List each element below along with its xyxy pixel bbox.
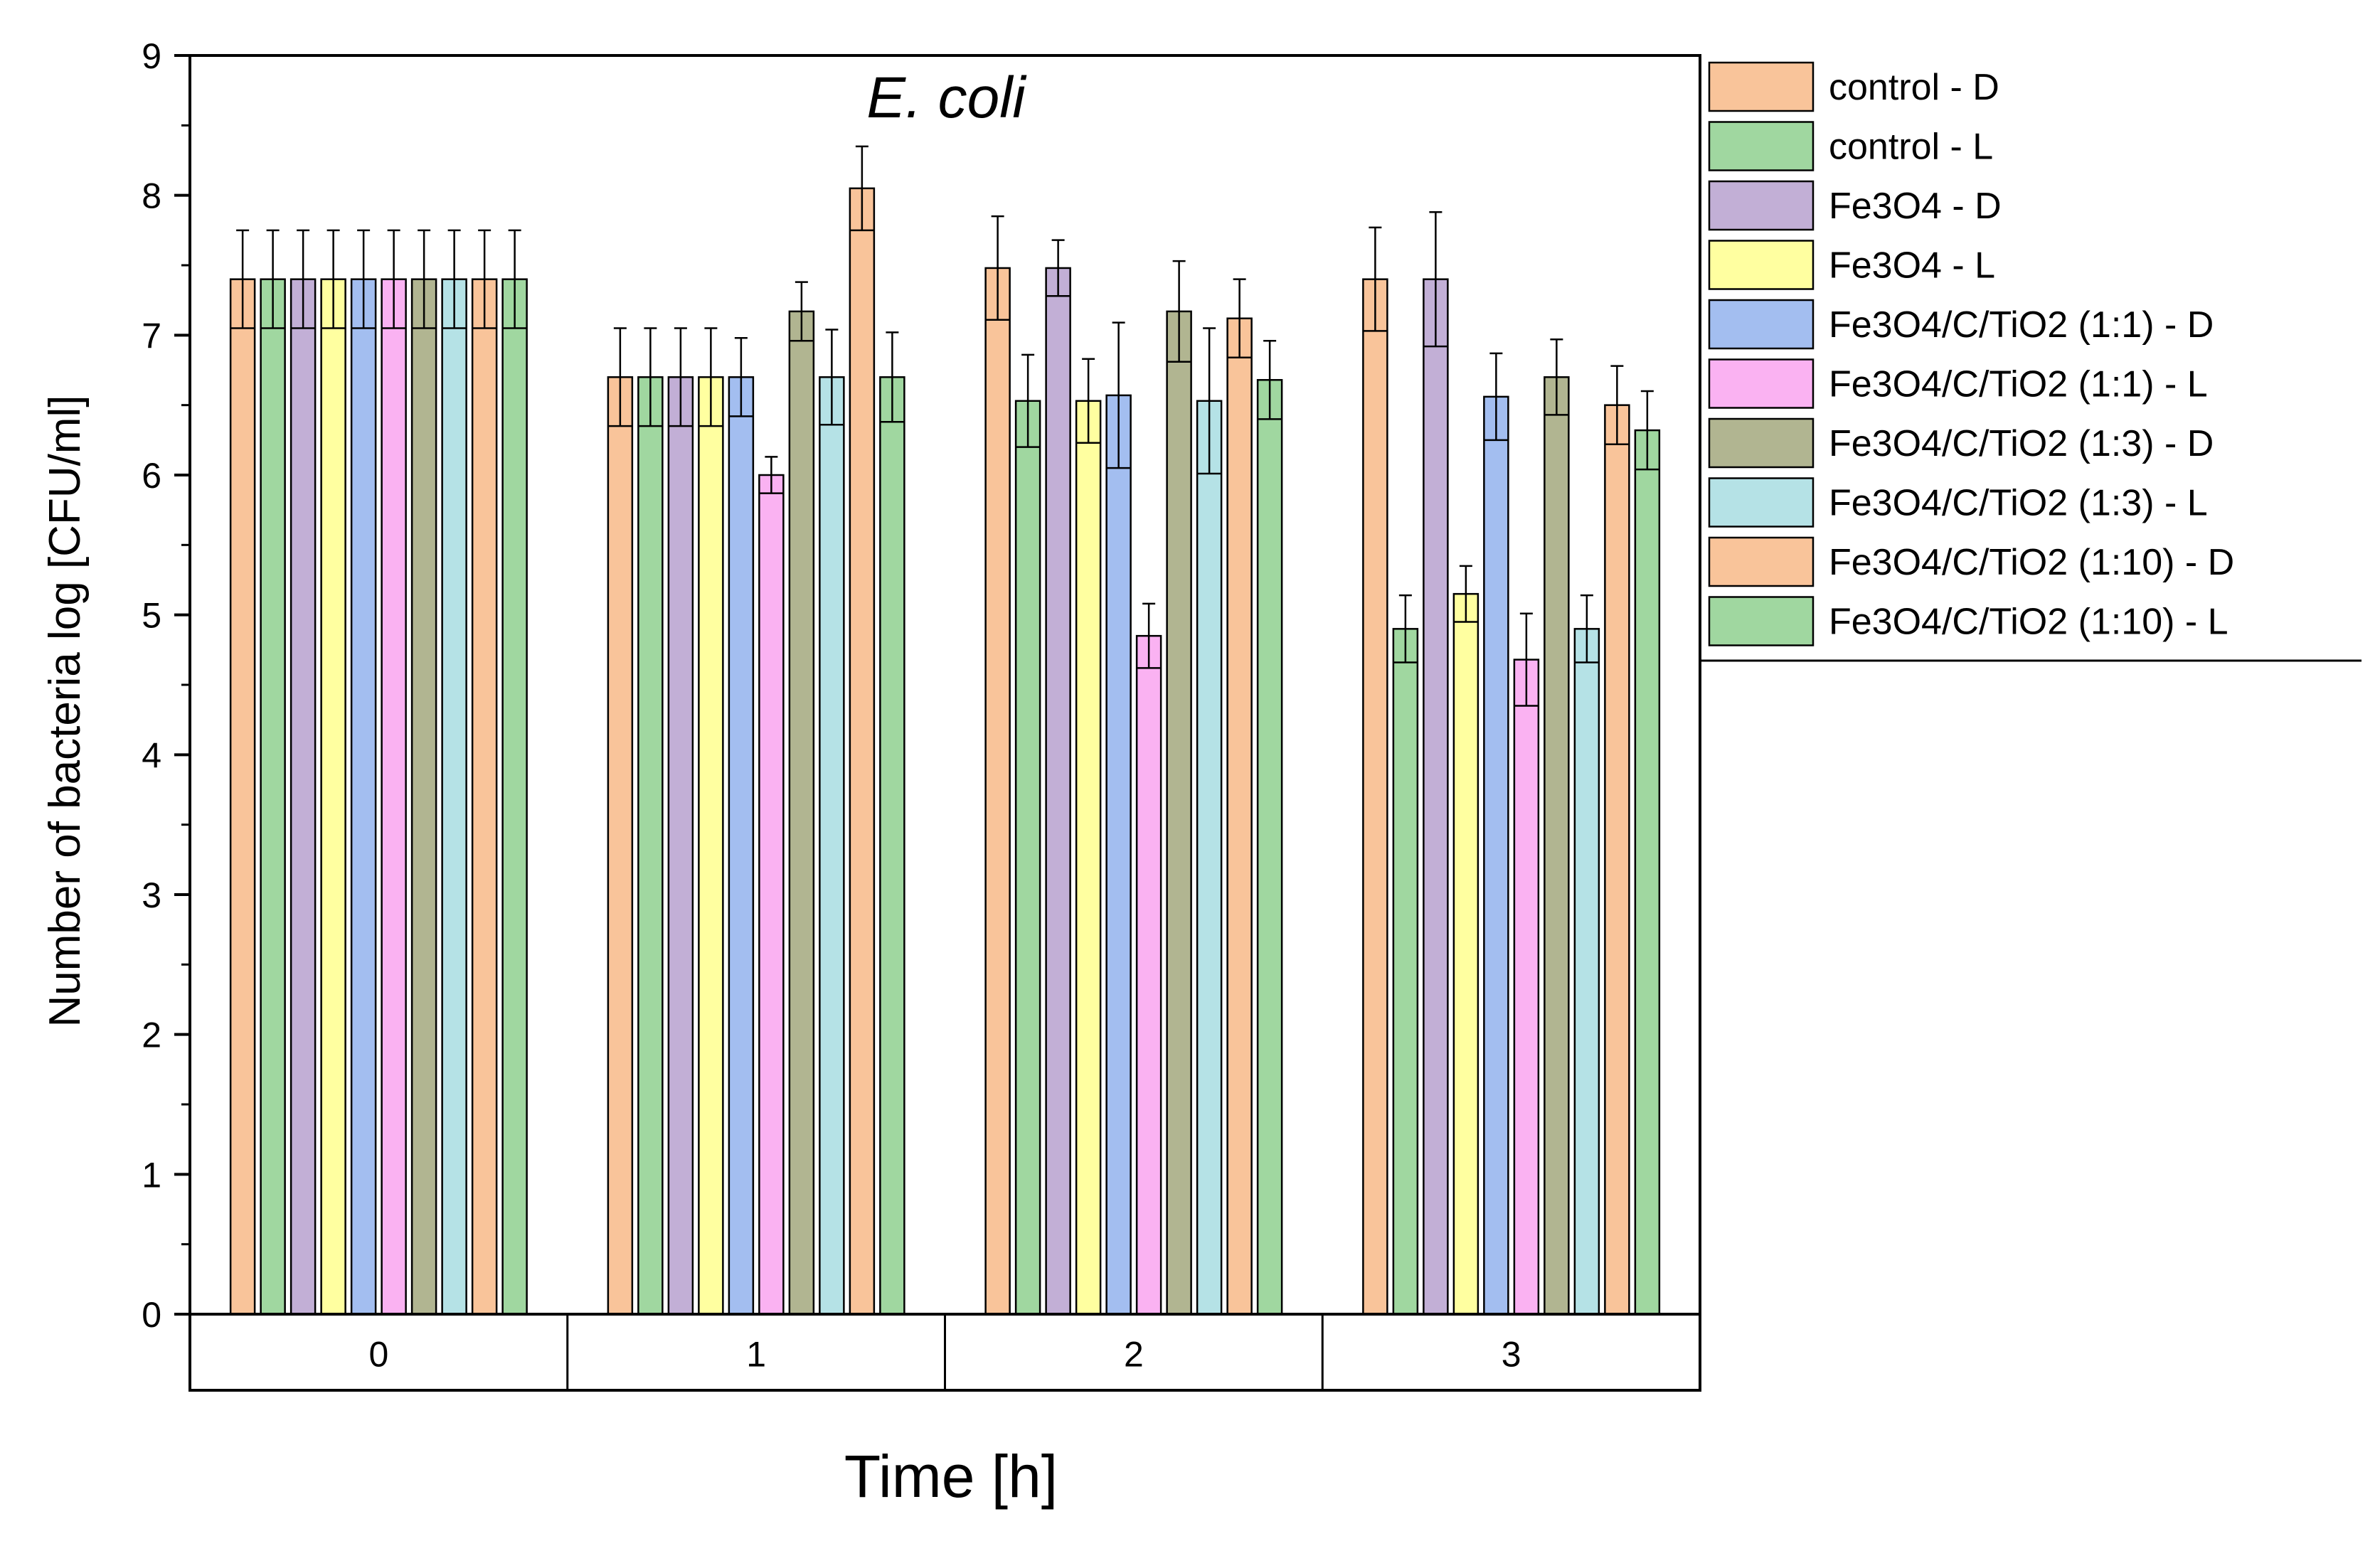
bar [1573, 628, 1600, 1316]
bar [1604, 404, 1630, 1316]
chart-title: E. coli [866, 65, 1027, 130]
bar [289, 278, 317, 1316]
bar [350, 278, 377, 1316]
bar [698, 376, 724, 1316]
legend-label: Fe3O4 - D [1829, 186, 2002, 227]
bar [788, 310, 815, 1316]
legend-label: Fe3O4/C/TiO2 (1:1) - D [1829, 304, 2214, 346]
legend-swatch [1708, 61, 1815, 112]
bar [381, 278, 407, 1316]
x-category-label: 3 [1502, 1335, 1521, 1375]
legend-label: Fe3O4/C/TiO2 (1:3) - D [1829, 423, 2214, 464]
bar [1362, 278, 1388, 1316]
y-tick-label: 5 [142, 596, 161, 636]
legend-swatch [1708, 240, 1815, 290]
y-tick-label: 6 [142, 456, 161, 496]
bar [637, 376, 664, 1316]
bar [1452, 592, 1479, 1316]
y-tick-label: 3 [142, 875, 161, 915]
legend-label: Fe3O4 - L [1829, 245, 1995, 287]
bar [728, 376, 755, 1316]
y-tick-label: 8 [142, 176, 161, 216]
bar [260, 278, 286, 1316]
y-axis-title: Number of bacteria log [CFU/ml] [41, 395, 90, 1028]
legend-swatch [1708, 180, 1815, 231]
bar [1256, 379, 1283, 1316]
bar [229, 278, 256, 1316]
bar [1483, 395, 1509, 1316]
x-category-label: 2 [1124, 1335, 1144, 1375]
bar [471, 278, 498, 1316]
legend-swatch [1708, 417, 1815, 469]
y-tick-label: 7 [142, 316, 161, 356]
y-tick-label: 0 [142, 1295, 161, 1335]
x-axis-title: Time [h] [844, 1443, 1058, 1510]
bar [819, 376, 845, 1316]
bar [1045, 267, 1071, 1316]
x-category-label: 1 [746, 1335, 766, 1375]
legend-swatch [1708, 596, 1815, 646]
bar [501, 278, 528, 1316]
bar [1544, 376, 1570, 1316]
bar [1075, 400, 1102, 1316]
legend-swatch [1708, 358, 1815, 409]
bar [1166, 310, 1192, 1316]
legend-swatch [1708, 299, 1815, 350]
bar [1105, 394, 1132, 1316]
legend-label: control - D [1829, 67, 1999, 108]
bar [1014, 400, 1041, 1316]
bar [758, 474, 785, 1316]
bar [1226, 317, 1253, 1316]
bar [1196, 400, 1223, 1316]
bar [849, 187, 876, 1316]
y-tick-label: 4 [142, 735, 161, 775]
y-tick-label: 1 [142, 1155, 161, 1195]
bar [1392, 628, 1419, 1316]
bar [441, 278, 467, 1316]
legend-swatch [1708, 477, 1815, 528]
legend-label: Fe3O4/C/TiO2 (1:3) - L [1829, 483, 2208, 524]
legend-label: Fe3O4/C/TiO2 (1:10) - D [1829, 542, 2234, 583]
legend-swatch [1708, 536, 1815, 587]
bar [879, 376, 905, 1316]
y-tick-label: 9 [142, 36, 161, 76]
bar [1634, 429, 1661, 1316]
legend-label: control - L [1829, 127, 1993, 168]
x-category-label: 0 [368, 1335, 388, 1375]
bar [1423, 278, 1449, 1316]
bar [410, 278, 437, 1316]
y-tick-label: 2 [142, 1015, 161, 1055]
bar [607, 376, 634, 1316]
bar [667, 376, 694, 1316]
legend-label: Fe3O4/C/TiO2 (1:10) - L [1829, 602, 2228, 643]
legend-swatch [1708, 121, 1815, 171]
legend-label: Fe3O4/C/TiO2 (1:1) - L [1829, 364, 2208, 405]
bar [1513, 659, 1540, 1316]
bar [1135, 634, 1162, 1316]
bar [320, 278, 346, 1316]
bar [984, 267, 1011, 1316]
